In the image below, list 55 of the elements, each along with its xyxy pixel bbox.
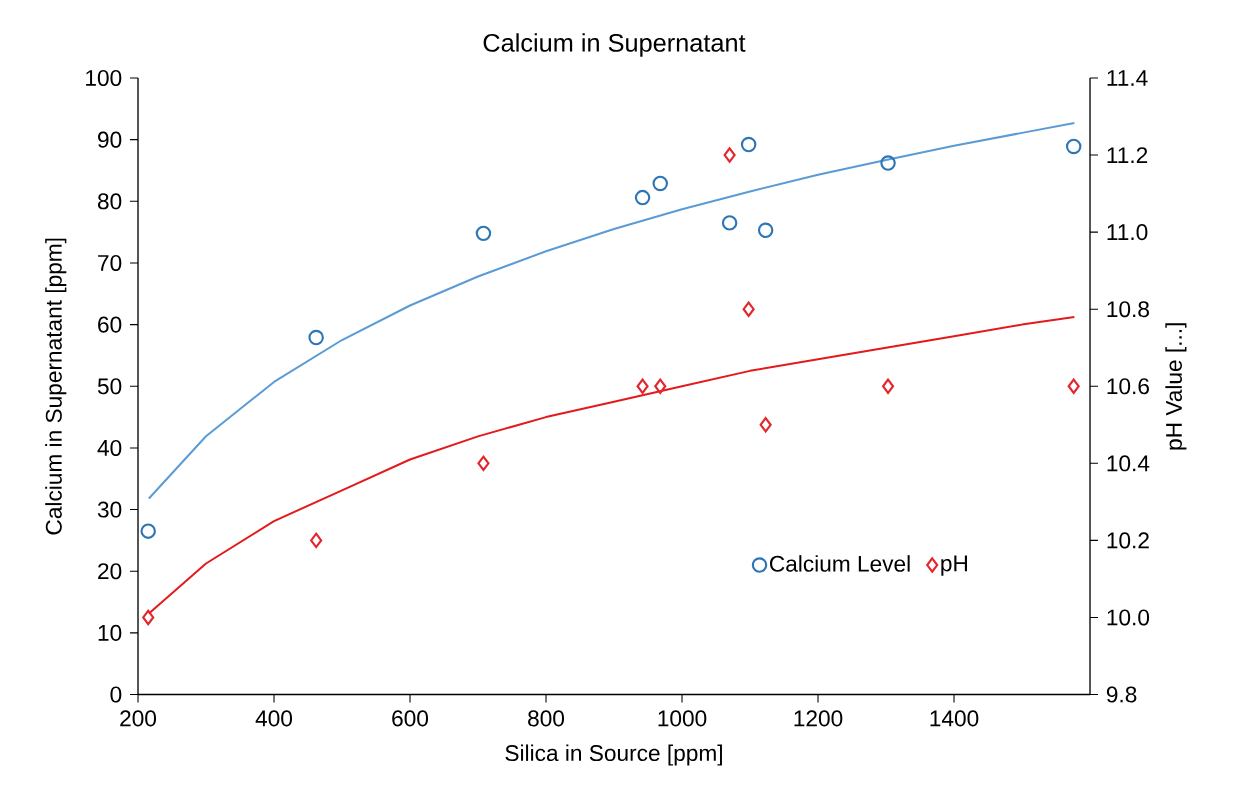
line-series — [147, 122, 1076, 500]
point — [308, 329, 324, 346]
x-tick-label: 600 — [392, 710, 429, 727]
point — [652, 175, 668, 192]
point — [1065, 138, 1082, 155]
point — [475, 225, 492, 242]
y-tick-label: 50 — [97, 378, 122, 395]
y-tick-label: 60 — [98, 316, 122, 333]
y-tick-label: 40 — [97, 439, 122, 456]
y2-tick-label: 10.0 — [1107, 609, 1150, 626]
legend-label: Calcium Level — [770, 555, 910, 572]
x-tick-label: 400 — [255, 710, 293, 727]
x-tick-label: 1400 — [930, 710, 979, 727]
legend-label: pH — [941, 555, 967, 576]
y-tick-label: 0 — [110, 686, 122, 703]
y-tick-label: 90 — [98, 131, 122, 148]
point — [310, 532, 323, 549]
point — [1067, 378, 1080, 394]
point — [881, 378, 895, 394]
y-tick-label: 80 — [97, 193, 122, 210]
y2-tick-label: 10.8 — [1107, 301, 1149, 318]
y-tick-label: 100 — [86, 69, 122, 87]
x-tick-label: 200 — [120, 710, 157, 727]
point — [636, 378, 649, 394]
point — [757, 222, 774, 239]
line-series — [147, 315, 1076, 615]
chart-title: Calcium in Supernatant — [483, 33, 746, 57]
x-tick-label: 1000 — [658, 710, 707, 727]
y-tick-label: 70 — [98, 254, 122, 271]
y-tick-label: 30 — [97, 501, 122, 518]
point — [142, 609, 155, 626]
point — [140, 523, 156, 539]
point — [477, 455, 490, 472]
y2-tick-label: 9.8 — [1106, 686, 1137, 703]
y2-tick-label: 10.2 — [1107, 532, 1149, 549]
y2-tick-label: 11.2 — [1107, 147, 1148, 163]
y-tick-label: 20 — [98, 563, 122, 580]
point — [634, 189, 651, 206]
point — [740, 136, 757, 153]
y2-tick-label: 10.6 — [1107, 378, 1149, 395]
point — [880, 155, 896, 171]
y2-axis-title: pH Value [...] — [1165, 323, 1187, 450]
y2-tick-label: 11.4 — [1107, 70, 1148, 86]
x-tick-label: 800 — [528, 710, 565, 727]
y-tick-label: 10 — [98, 624, 122, 641]
point — [742, 301, 755, 317]
point — [723, 147, 736, 163]
y-axis-title: Calcium in Supernatant [ppm] — [45, 238, 67, 535]
x-axis-title: Silica in Source [ppm] — [505, 744, 722, 766]
y2-tick-label: 11.0 — [1107, 224, 1148, 241]
point — [721, 215, 738, 231]
x-tick-label: 1200 — [794, 710, 843, 727]
y2-tick-label: 10.4 — [1107, 455, 1150, 472]
point — [654, 378, 667, 394]
point — [759, 417, 772, 433]
